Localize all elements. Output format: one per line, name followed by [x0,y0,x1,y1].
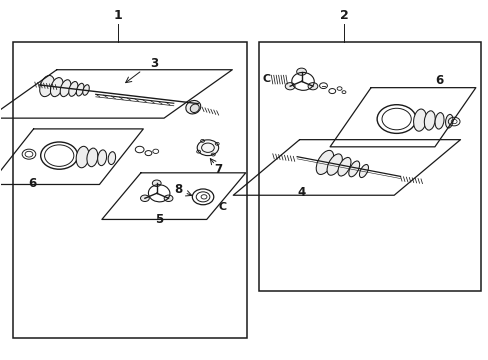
Text: 2: 2 [339,9,348,22]
Ellipse shape [307,83,317,90]
Ellipse shape [140,195,149,202]
Bar [259,42,480,291]
Text: 1: 1 [113,9,122,22]
Text: 4: 4 [297,186,305,199]
Text: C: C [262,74,270,84]
Ellipse shape [434,113,443,129]
Bar [13,42,246,338]
Ellipse shape [98,150,106,166]
Ellipse shape [164,195,173,202]
Ellipse shape [285,83,294,90]
Text: 5: 5 [155,213,163,226]
Text: 6: 6 [434,74,443,87]
Ellipse shape [348,161,359,177]
Ellipse shape [296,68,306,75]
Ellipse shape [316,150,333,175]
Ellipse shape [326,154,342,175]
Text: C: C [218,202,226,212]
Ellipse shape [445,114,452,128]
Ellipse shape [152,180,161,186]
Ellipse shape [337,157,350,176]
Ellipse shape [424,111,434,130]
Ellipse shape [60,80,71,96]
Ellipse shape [108,152,115,165]
Text: 3: 3 [150,57,158,70]
Text: 7: 7 [214,163,222,176]
Text: 8: 8 [174,183,183,196]
Ellipse shape [40,76,54,96]
Ellipse shape [185,100,201,114]
Ellipse shape [359,165,368,177]
Ellipse shape [197,140,218,156]
Ellipse shape [190,104,199,113]
Ellipse shape [87,148,98,167]
Ellipse shape [76,83,84,96]
Text: 6: 6 [28,177,37,190]
Ellipse shape [76,146,89,168]
Ellipse shape [50,78,63,96]
Ellipse shape [82,85,89,95]
Ellipse shape [413,109,426,131]
Ellipse shape [69,81,78,96]
